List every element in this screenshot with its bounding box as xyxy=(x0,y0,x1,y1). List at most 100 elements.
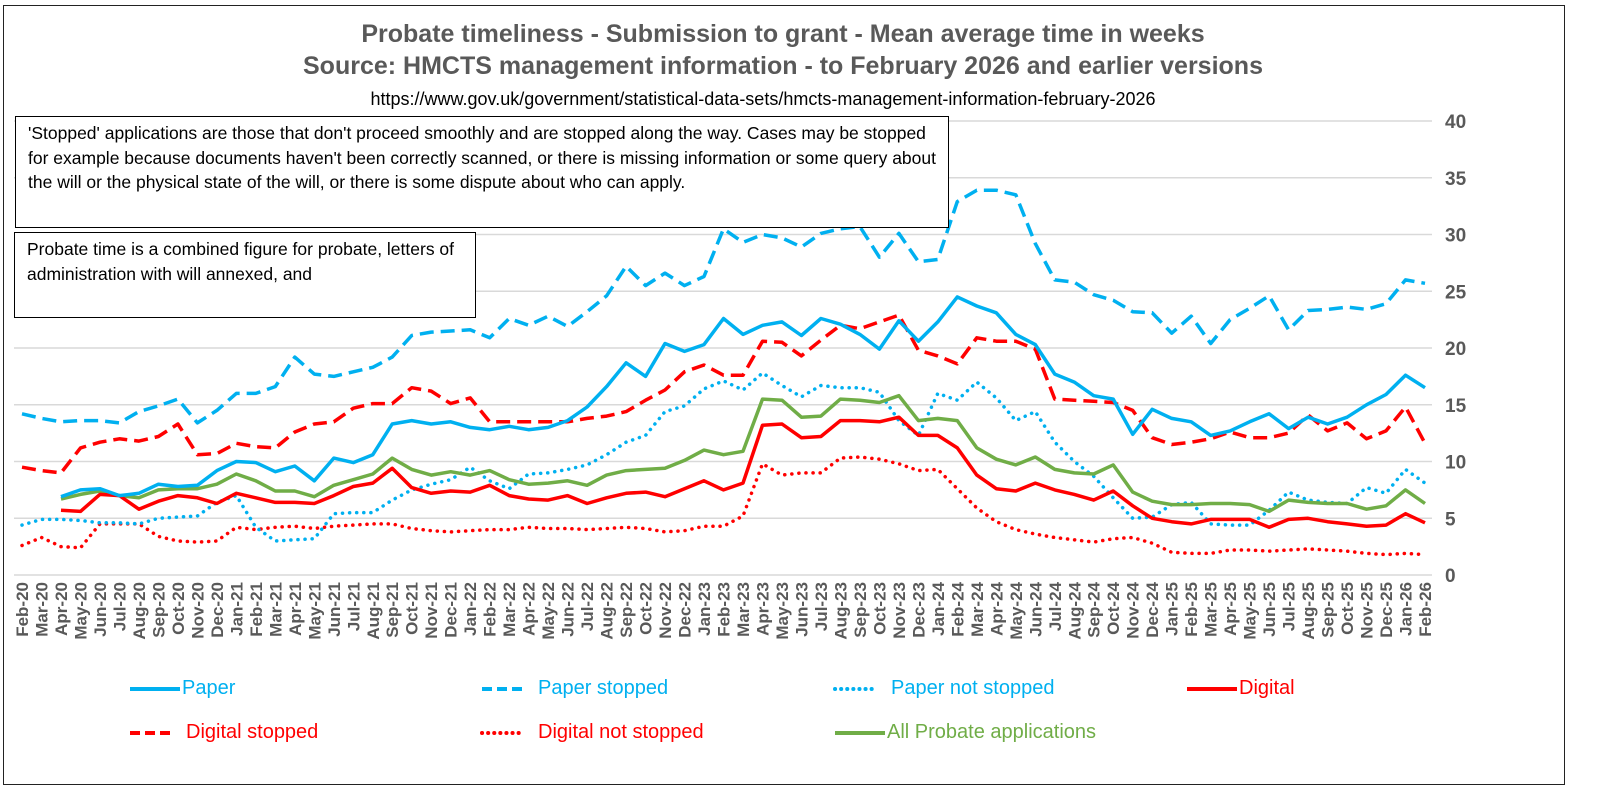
series-line-digital-not-stopped xyxy=(20,455,1427,557)
legend-label: Digital stopped xyxy=(186,721,319,743)
chart-subtitle: Source: HMCTS management information - t… xyxy=(303,52,1263,80)
y-tick-label: 5 xyxy=(1445,509,1456,530)
x-tick-label: Apr-21 xyxy=(286,582,305,636)
legend-item-paper: Paper xyxy=(128,677,235,700)
x-tick-label: Jan-21 xyxy=(227,582,246,636)
legend-label: Digital xyxy=(1239,677,1295,699)
x-tick-label: Jun-23 xyxy=(792,582,811,637)
x-tick-label: Jan-24 xyxy=(929,581,948,635)
y-tick-label: 30 xyxy=(1445,226,1466,247)
x-tick-label: Oct-20 xyxy=(169,582,188,635)
x-tick-label: Jun-22 xyxy=(559,582,578,637)
x-tick-label: Feb-25 xyxy=(1182,582,1201,637)
x-tick-label: Jan-25 xyxy=(1163,582,1182,636)
x-tick-label: Oct-24 xyxy=(1104,581,1123,634)
x-tick-label: Apr-24 xyxy=(987,581,1006,635)
x-tick-label: May-21 xyxy=(305,582,324,640)
legend-item-paper-stopped: Paper stopped xyxy=(480,677,668,700)
x-tick-label: Feb-21 xyxy=(247,582,266,637)
x-tick-label: Feb-24 xyxy=(948,581,967,636)
series-line-all-probate-applications xyxy=(60,393,1427,514)
x-tick-label: Nov-25 xyxy=(1358,582,1377,639)
y-tick-label: 35 xyxy=(1445,169,1467,190)
x-tick-label: Jan-23 xyxy=(695,582,714,636)
y-axis-ticks: 0 5 10 15 20 25 30 35 40 xyxy=(1445,112,1467,587)
x-tick-label: Feb-22 xyxy=(481,582,500,637)
x-tick-label: Sep-25 xyxy=(1319,582,1338,638)
legend-item-digital-not-stopped: Digital not stopped xyxy=(480,721,704,744)
stopped-explanation-note: 'Stopped' applications are those that do… xyxy=(15,116,949,228)
x-tick-label: Nov-21 xyxy=(422,582,441,639)
chart-title: Probate timeliness - Submission to grant… xyxy=(361,20,1205,48)
x-tick-label: Aug-23 xyxy=(831,582,850,640)
x-tick-label: Apr-25 xyxy=(1221,582,1240,636)
legend-item-digital: Digital xyxy=(1185,677,1295,700)
x-tick-label: May-20 xyxy=(71,582,90,640)
x-tick-label: Dec-22 xyxy=(676,582,695,638)
series-line-digital xyxy=(60,415,1426,530)
x-tick-label: Aug-20 xyxy=(130,582,149,640)
y-tick-label: 0 xyxy=(1445,566,1456,587)
legend-item-paper-not-stopped: Paper not stopped xyxy=(833,677,1054,700)
x-tick-label: Sep-22 xyxy=(617,582,636,638)
legend-label: Paper not stopped xyxy=(891,677,1055,699)
x-axis-ticks: Feb-20 Mar-20 Apr-20 May-20 Jun-20 Jul-20 Aug-… xyxy=(13,581,1435,639)
x-tick-label: Dec-21 xyxy=(442,582,461,638)
x-tick-label: Jul-20 xyxy=(110,582,129,631)
x-tick-label: Feb-20 xyxy=(13,582,32,637)
x-tick-label: Dec-20 xyxy=(208,582,227,638)
x-tick-label: Oct-22 xyxy=(637,582,656,635)
x-tick-label: Dec-25 xyxy=(1377,582,1396,638)
x-tick-label: May-24 xyxy=(1007,581,1026,639)
x-tick-label: Mar-25 xyxy=(1202,582,1221,637)
x-tick-label: Feb-26 xyxy=(1416,582,1435,637)
y-tick-label: 15 xyxy=(1445,396,1467,417)
x-tick-label: Jul-23 xyxy=(812,582,831,631)
x-tick-label: Mar-22 xyxy=(500,582,519,637)
probate-explanation-note: Probate time is a combined figure for pr… xyxy=(14,232,476,318)
x-tick-label: Apr-22 xyxy=(520,582,539,636)
x-tick-label: Aug-22 xyxy=(598,582,617,640)
legend-swatch xyxy=(1187,686,1237,691)
x-tick-label: Mar-23 xyxy=(734,582,753,637)
legend-label: Digital not stopped xyxy=(538,721,704,743)
x-tick-label: Jul-22 xyxy=(578,582,597,631)
x-tick-label: Oct-21 xyxy=(403,582,422,635)
y-tick-label: 20 xyxy=(1445,339,1466,360)
x-tick-label: Jul-21 xyxy=(344,582,363,631)
x-tick-label: Sep-20 xyxy=(149,582,168,638)
x-tick-label: Feb-23 xyxy=(715,582,734,637)
legend-item-digital-stopped: Digital stopped xyxy=(128,721,318,744)
x-tick-label: Nov-22 xyxy=(656,582,675,639)
x-tick-label: Sep-21 xyxy=(383,582,402,638)
x-tick-label: Dec-24 xyxy=(1143,581,1162,637)
x-tick-label: Aug-24 xyxy=(1065,581,1084,639)
legend-label: All Probate applications xyxy=(887,721,1097,743)
x-tick-label: May-25 xyxy=(1241,582,1260,640)
x-tick-label: Apr-20 xyxy=(52,582,71,636)
x-tick-label: Jun-25 xyxy=(1260,582,1279,637)
legend-swatch xyxy=(833,686,879,691)
x-tick-label: May-22 xyxy=(539,582,558,640)
x-tick-label: Sep-24 xyxy=(1085,581,1104,637)
series-lines xyxy=(20,188,1427,557)
x-tick-label: Jun-20 xyxy=(91,582,110,637)
series-line-paper-stopped xyxy=(21,188,1426,425)
y-tick-label: 25 xyxy=(1445,282,1467,303)
x-tick-label: Aug-21 xyxy=(364,582,383,640)
x-tick-label: Mar-20 xyxy=(32,582,51,637)
x-tick-label: Nov-23 xyxy=(890,582,909,639)
x-tick-label: Jun-21 xyxy=(325,582,344,637)
legend-swatch xyxy=(480,730,526,735)
source-url: https://www.gov.uk/government/statistica… xyxy=(370,89,1156,109)
legend-label: Paper stopped xyxy=(538,677,669,699)
x-tick-label: Jan-26 xyxy=(1397,582,1416,636)
x-tick-label: Jul-24 xyxy=(1046,581,1065,631)
x-tick-label: May-23 xyxy=(773,582,792,640)
legend-label: Paper xyxy=(182,677,236,699)
series-line-paper-not-stopped xyxy=(20,371,1427,543)
legend-swatch xyxy=(130,730,172,735)
x-tick-label: Mar-21 xyxy=(266,582,285,637)
x-tick-label: Nov-24 xyxy=(1124,581,1143,638)
series-line-digital-stopped xyxy=(21,313,1427,475)
